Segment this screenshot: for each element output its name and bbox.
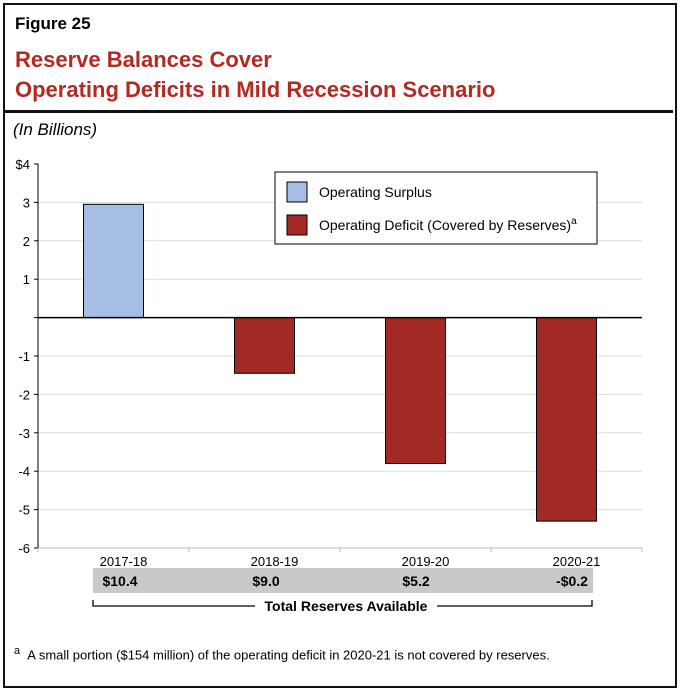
- reserves-bracket: [92, 600, 593, 607]
- y-tick-label: -4: [18, 464, 30, 479]
- reserve-value: $5.2: [402, 573, 429, 589]
- y-tick-label: -1: [18, 349, 30, 364]
- y-tick-label: 1: [23, 272, 30, 287]
- y-tick-label: 3: [23, 195, 30, 210]
- legend-swatch: [286, 214, 308, 236]
- reserve-value: -$0.2: [556, 573, 588, 589]
- y-tick-label: -2: [18, 387, 30, 402]
- bar-2019-20: [385, 317, 446, 465]
- y-tick-label: 2: [23, 234, 30, 249]
- x-tick-label: 2017-18: [100, 554, 148, 569]
- title-rule: [3, 110, 673, 113]
- x-tick-label: 2018-19: [251, 554, 299, 569]
- y-tick-label: -5: [18, 503, 30, 518]
- y-tick-label: $4: [16, 157, 30, 172]
- chart-subtitle: (In Billions): [13, 120, 98, 139]
- chart-title-line1: Reserve Balances Cover: [15, 47, 272, 72]
- x-tick-label: 2019-20: [402, 554, 450, 569]
- reserves-label: Total Reserves Available: [265, 598, 428, 614]
- x-tick-label: 2020-21: [553, 554, 601, 569]
- bar-2020-21: [536, 317, 597, 522]
- reserve-value: $10.4: [102, 573, 137, 589]
- figure-label: Figure 25: [15, 14, 91, 33]
- bar-2018-19: [234, 317, 295, 374]
- footnote-marker: a: [14, 645, 21, 657]
- footnote: a A small portion ($154 million) of the …: [14, 645, 550, 662]
- reserves-band: [93, 568, 593, 593]
- legend-swatch: [286, 181, 308, 203]
- chart-title-line2: Operating Deficits in Mild Recession Sce…: [15, 77, 496, 102]
- bar-2017-18: [83, 203, 144, 319]
- footnote-text: A small portion ($154 million) of the op…: [27, 647, 550, 663]
- legend-label: Operating Surplus: [319, 184, 432, 200]
- y-tick-label: -6: [18, 541, 30, 556]
- chart: $4 3 2 1 -1 -2 -3 -4 -5 -6 2017-18 2018-19 2019-20 20…: [16, 157, 643, 614]
- y-tick-label: -3: [18, 426, 30, 441]
- legend-label: Operating Deficit (Covered by Reserves)a: [319, 216, 577, 233]
- legend: [274, 171, 598, 245]
- figure-frame: [3, 3, 677, 688]
- reserve-value: $9.0: [252, 573, 279, 589]
